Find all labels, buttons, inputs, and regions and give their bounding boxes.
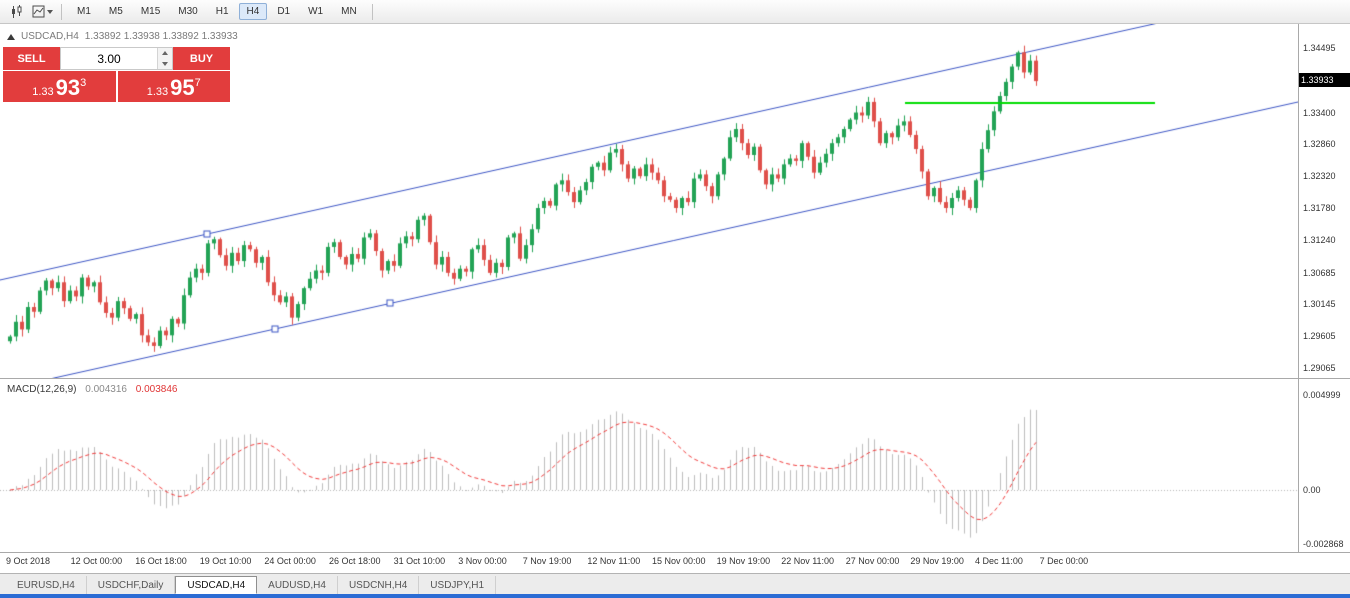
price-axis-label: 1.32320 <box>1303 171 1336 182</box>
timeframe-w1[interactable]: W1 <box>308 6 324 17</box>
timeframe-h4[interactable]: H4 <box>238 3 268 20</box>
time-axis-label: 31 Oct 10:00 <box>393 556 446 566</box>
time-axis-label: 15 Nov 00:00 <box>652 556 706 566</box>
macd-signal-value: 0.003846 <box>135 384 178 395</box>
indicator-separator[interactable] <box>0 378 1350 379</box>
time-axis-label: 19 Oct 10:00 <box>199 556 252 566</box>
volume-up-button[interactable] <box>158 48 172 59</box>
timeframe-m1[interactable]: M1 <box>77 6 91 17</box>
toolbar-separator <box>61 3 62 20</box>
current-price-badge: 1.33933 <box>1299 73 1350 88</box>
window-bottom-edge <box>0 594 1350 598</box>
tab-audusd-h4[interactable]: AUDUSD,H4 <box>257 576 338 594</box>
buy-price-button[interactable]: 1.33 95 7 <box>117 71 230 102</box>
price-axis-label: 1.29065 <box>1303 363 1336 374</box>
time-axis-label: 16 Oct 18:00 <box>135 556 187 566</box>
price-axis-separator <box>1298 24 1299 552</box>
timeframe-m15[interactable]: M15 <box>140 6 161 17</box>
buy-price-sup: 7 <box>194 77 201 89</box>
macd-axis-label: 0.004999 <box>1303 390 1341 401</box>
time-axis-label: 19 Nov 19:00 <box>716 556 771 566</box>
time-axis-separator <box>0 552 1350 553</box>
timeframe-d1[interactable]: D1 <box>277 6 291 17</box>
volume-input[interactable]: 3.00 <box>60 47 173 70</box>
price-axis-label: 1.30685 <box>1303 267 1336 278</box>
one-click-trade-panel: SELL 3.00 BUY 1.33 93 3 1.33 95 7 <box>3 47 230 102</box>
macd-main-value: 0.004316 <box>85 384 127 395</box>
tab-eurusd-h4[interactable]: EURUSD,H4 <box>6 576 87 594</box>
time-axis-label: 26 Oct 18:00 <box>329 556 381 566</box>
time-axis-label: 12 Oct 00:00 <box>70 556 123 566</box>
chart-template-icon[interactable] <box>30 3 54 21</box>
toolbar-separator <box>371 3 373 20</box>
time-axis-label: 9 Oct 2018 <box>6 556 51 566</box>
sell-price-sup: 3 <box>80 77 87 89</box>
time-axis-label: 29 Nov 19:00 <box>910 556 964 566</box>
top-toolbar: M1 M5 M15 M30 H1 H4 D1 W1 MN <box>0 0 1350 24</box>
arrow-down-icon <box>162 61 168 66</box>
timeframe-mn[interactable]: MN <box>341 6 357 17</box>
tab-usdjpy-h1[interactable]: USDJPY,H1 <box>419 576 497 594</box>
sell-button[interactable]: SELL <box>3 47 60 70</box>
time-axis-label: 3 Nov 00:00 <box>458 556 507 566</box>
price-axis-label: 1.31240 <box>1303 234 1336 245</box>
timeframe-h1[interactable]: H1 <box>215 6 229 17</box>
price-axis-label: 1.31780 <box>1303 203 1336 213</box>
macd-indicator-canvas[interactable] <box>0 379 1298 552</box>
price-axis-label: 1.32860 <box>1303 139 1336 150</box>
macd-label: MACD(12,26,9) 0.004316 0.003846 <box>7 384 177 395</box>
sell-price-small: 1.33 <box>32 85 54 98</box>
time-axis-label: 7 Nov 19:00 <box>522 556 572 566</box>
volume-stepper <box>157 48 172 69</box>
tab-usdcnh-h4[interactable]: USDCNH,H4 <box>338 576 420 594</box>
price-axis-label: 1.30145 <box>1303 299 1336 310</box>
tab-usdcad-h4[interactable]: USDCAD,H4 <box>175 576 258 594</box>
sell-price-button[interactable]: 1.33 93 3 <box>3 71 116 102</box>
tab-usdchf-daily[interactable]: USDCHF,Daily <box>87 576 176 594</box>
volume-value[interactable]: 3.00 <box>97 51 121 66</box>
buy-button[interactable]: BUY <box>173 47 230 70</box>
volume-down-button[interactable] <box>158 58 172 69</box>
time-axis-label: 4 Dec 11:00 <box>975 556 1023 566</box>
price-axis-label: 1.29605 <box>1303 331 1336 342</box>
chart-ohlc-header: USDCAD,H4 1.33892 1.33938 1.33892 1.3393… <box>7 31 238 42</box>
timeframe-m5[interactable]: M5 <box>108 6 123 17</box>
macd-axis-label: 0.00 <box>1303 485 1321 495</box>
time-axis-label: 24 Oct 00:00 <box>264 556 316 566</box>
price-axis-label: 1.33400 <box>1303 107 1336 118</box>
chart-tab-bar: EURUSD,H4 USDCHF,Daily USDCAD,H4 AUDUSD,H4 U… <box>0 573 1350 594</box>
time-axis-label: 27 Nov 00:00 <box>845 556 900 566</box>
ohlc-values: 1.33892 1.33938 1.33892 1.33933 <box>84 31 238 42</box>
symbol-label: USDCAD,H4 <box>21 31 79 42</box>
time-axis-label: 22 Nov 11:00 <box>781 556 835 566</box>
buy-price-big: 95 <box>170 75 195 101</box>
sell-price-big: 93 <box>55 75 81 101</box>
timeframe-buttons: M1 M5 M15 M30 H1 H4 D1 W1 MN <box>68 3 366 20</box>
chevron-down-icon <box>46 9 53 14</box>
buy-price-small: 1.33 <box>146 85 169 98</box>
expand-trade-panel-icon[interactable] <box>7 33 15 40</box>
macd-axis-label: -0.002868 <box>1303 539 1344 550</box>
time-axis-label: 12 Nov 11:00 <box>587 556 641 566</box>
price-axis-label: 1.34495 <box>1303 42 1336 53</box>
time-axis-label: 7 Dec 00:00 <box>1039 556 1089 566</box>
timeframe-m30[interactable]: M30 <box>178 6 198 17</box>
macd-title: MACD(12,26,9) <box>7 384 77 395</box>
arrow-up-icon <box>162 51 168 56</box>
candlestick-chart-icon[interactable] <box>5 3 29 21</box>
